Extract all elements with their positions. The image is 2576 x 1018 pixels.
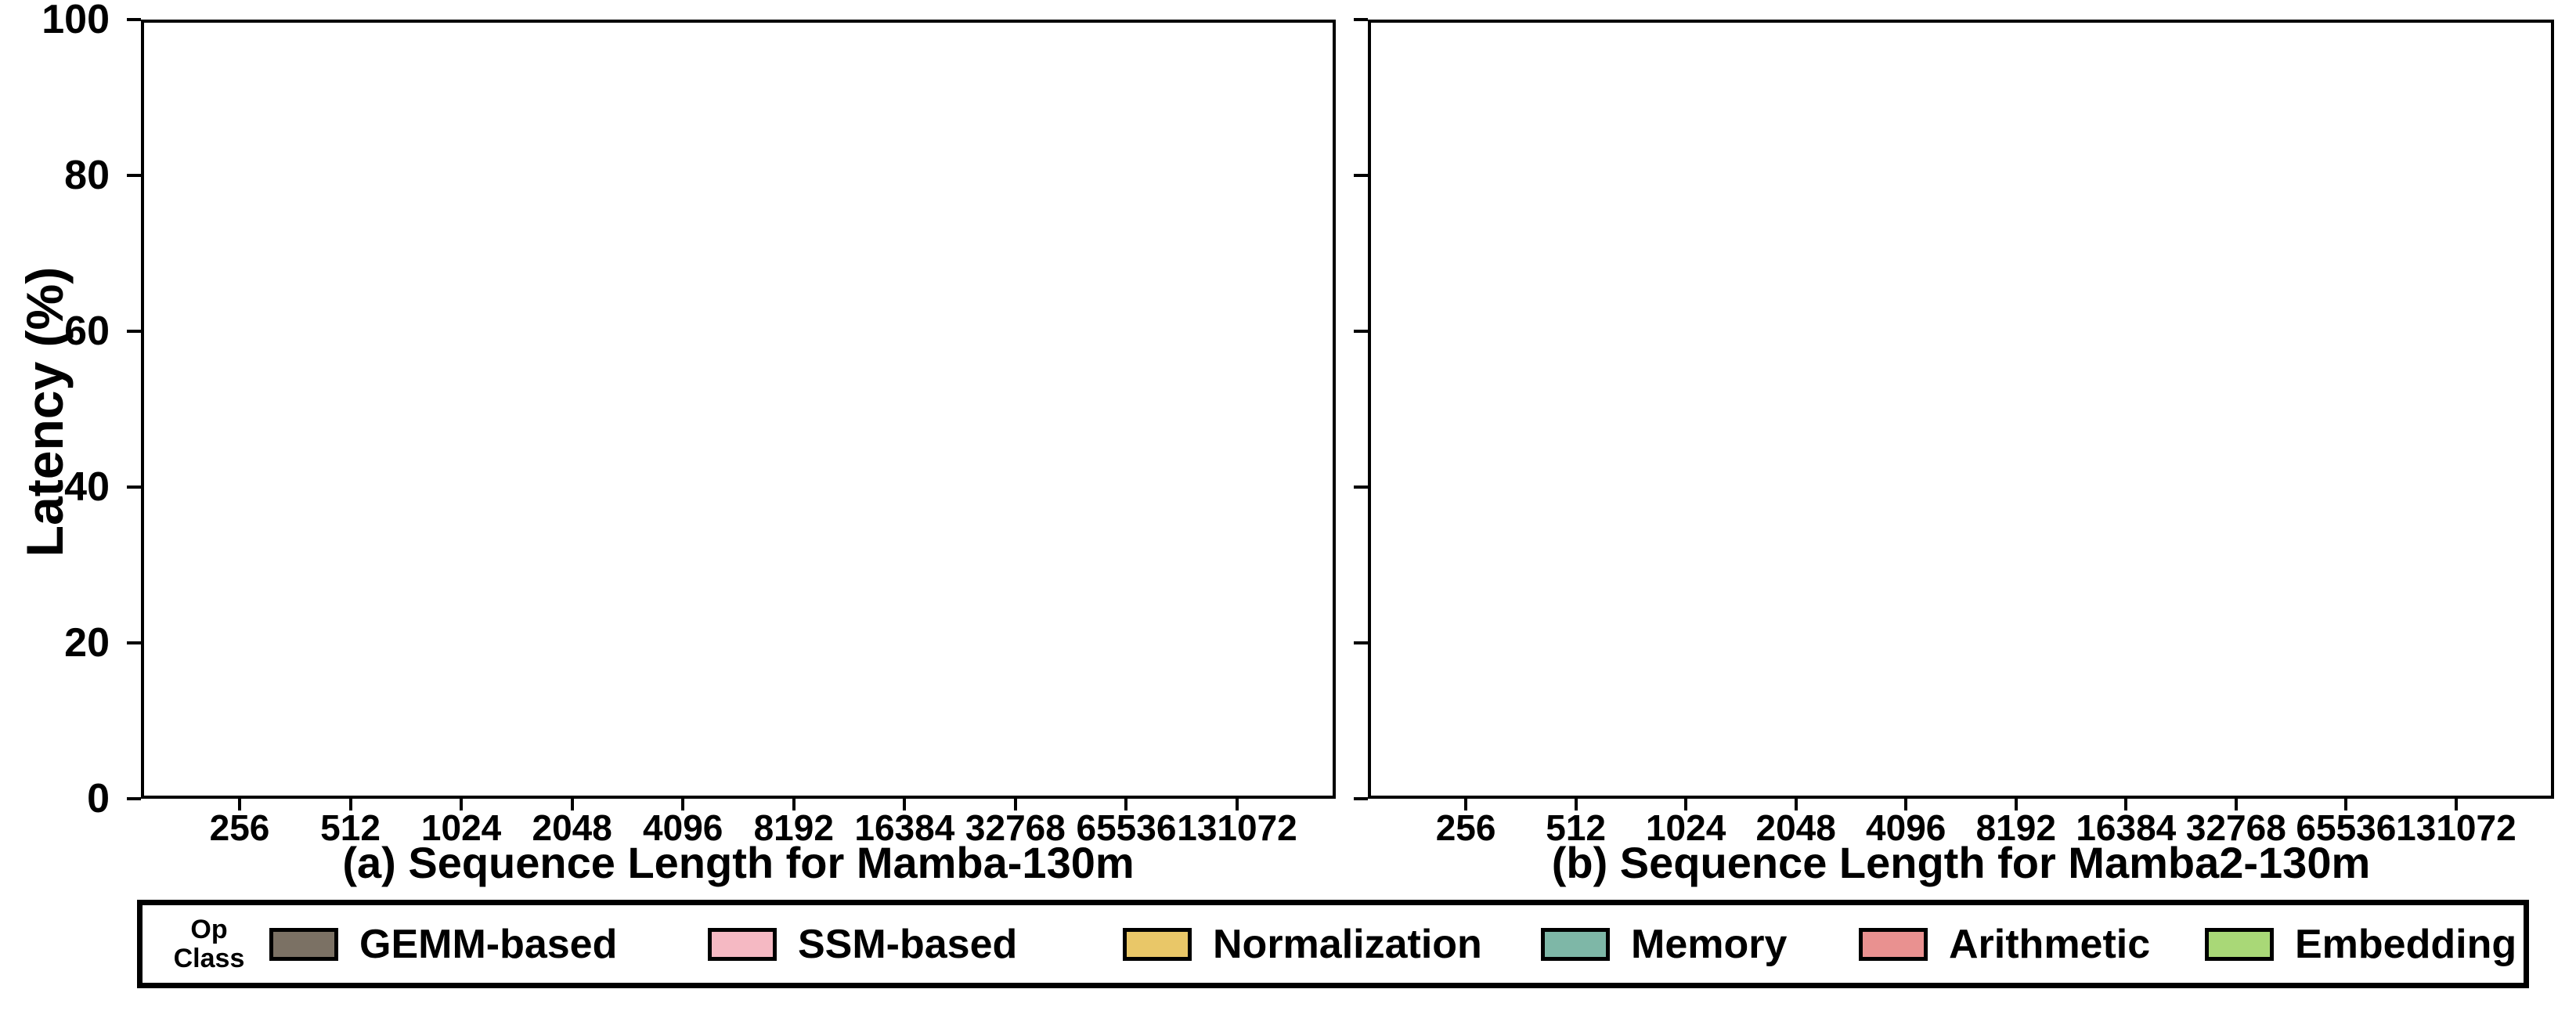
y-tick-label: 40 (64, 464, 110, 510)
x-tick-label: 16384 (854, 807, 955, 848)
x-tick-label: 32768 (2185, 807, 2286, 848)
x-tick-mark (570, 799, 574, 810)
legend-swatch-ssm-based (708, 927, 777, 961)
x-tick-label: 32768 (965, 807, 1066, 848)
x-tick-label: 2048 (532, 807, 612, 848)
x-tick-mark (2344, 799, 2348, 810)
caption-panel-a: (a) Sequence Length for Mamba-130m (342, 838, 1135, 887)
x-tick-mark (2454, 799, 2458, 810)
legend-label-embedding: Embedding (2295, 921, 2517, 967)
x-tick-label: 512 (1546, 807, 1606, 848)
y-tick-mark (127, 641, 141, 644)
x-tick-label: 4096 (1866, 807, 1946, 848)
x-tick-mark (1464, 799, 1468, 810)
x-tick-label: 16384 (2076, 807, 2177, 848)
legend-swatch-gemm-based (269, 927, 338, 961)
y-tick-mark (1354, 174, 1368, 177)
x-tick-mark (1904, 799, 1908, 810)
x-tick-label: 256 (1435, 807, 1496, 848)
x-tick-mark (1794, 799, 1798, 810)
x-tick-label: 2048 (1755, 807, 1836, 848)
legend-swatch-arithmetic (1859, 927, 1928, 961)
y-tick-mark (127, 174, 141, 177)
y-tick-label: 0 (87, 776, 110, 821)
x-tick-mark (348, 799, 352, 810)
panel-b-plot-area (1368, 20, 2554, 799)
y-tick-label: 80 (64, 153, 110, 198)
y-tick-label: 60 (64, 309, 110, 354)
y-tick-mark (1354, 641, 1368, 644)
legend-label-normalization: Normalization (1213, 921, 1482, 967)
x-tick-label: 1024 (420, 807, 502, 848)
legend-swatch-normalization (1123, 927, 1192, 961)
x-tick-mark (2234, 799, 2238, 810)
y-tick-mark (127, 797, 141, 800)
legend-box: Op Class GEMM-based SSM-based Normalizatio… (137, 900, 2529, 988)
x-tick-mark (460, 799, 464, 810)
y-tick-mark (1354, 18, 1368, 21)
x-tick-label: 8192 (753, 807, 834, 848)
x-tick-label: 8192 (1975, 807, 2056, 848)
legend-label-gemm-based: GEMM-based (359, 921, 618, 967)
x-tick-mark (1124, 799, 1128, 810)
panel-a-plot-area (141, 20, 1336, 799)
y-tick-mark (127, 330, 141, 333)
x-tick-label: 65536 (2296, 807, 2397, 848)
x-tick-mark (2014, 799, 2018, 810)
y-tick-mark (127, 486, 141, 489)
y-tick-mark (1354, 330, 1368, 333)
x-tick-mark (2124, 799, 2128, 810)
x-tick-mark (1684, 799, 1688, 810)
x-tick-mark (1013, 799, 1017, 810)
x-tick-mark (903, 799, 907, 810)
legend-label-arithmetic: Arithmetic (1949, 921, 2151, 967)
x-tick-label: 4096 (643, 807, 723, 848)
legend-label-memory: Memory (1631, 921, 1788, 967)
x-tick-label: 131072 (2396, 807, 2516, 848)
y-tick-label: 20 (64, 620, 110, 666)
x-tick-mark (1574, 799, 1578, 810)
legend-swatch-memory (1541, 927, 1610, 961)
y-axis-label: Latency (%) (16, 266, 74, 558)
x-tick-mark (1236, 799, 1239, 810)
x-tick-label: 256 (209, 807, 270, 848)
x-tick-label: 131072 (1177, 807, 1297, 848)
x-tick-mark (237, 799, 241, 810)
legend-swatch-embedding (2205, 927, 2274, 961)
x-tick-label: 512 (320, 807, 381, 848)
y-tick-mark (1354, 797, 1368, 800)
y-tick-label: 100 (41, 0, 110, 42)
y-tick-mark (1354, 486, 1368, 489)
x-tick-mark (792, 799, 796, 810)
x-tick-label: 1024 (1645, 807, 1726, 848)
legend-title: Op Class (173, 914, 245, 973)
x-tick-mark (681, 799, 685, 810)
x-tick-label: 65536 (1076, 807, 1177, 848)
caption-panel-b: (b) Sequence Length for Mamba2-130m (1551, 838, 2371, 887)
legend-label-ssm-based: SSM-based (798, 921, 1018, 967)
y-tick-mark (127, 18, 141, 21)
